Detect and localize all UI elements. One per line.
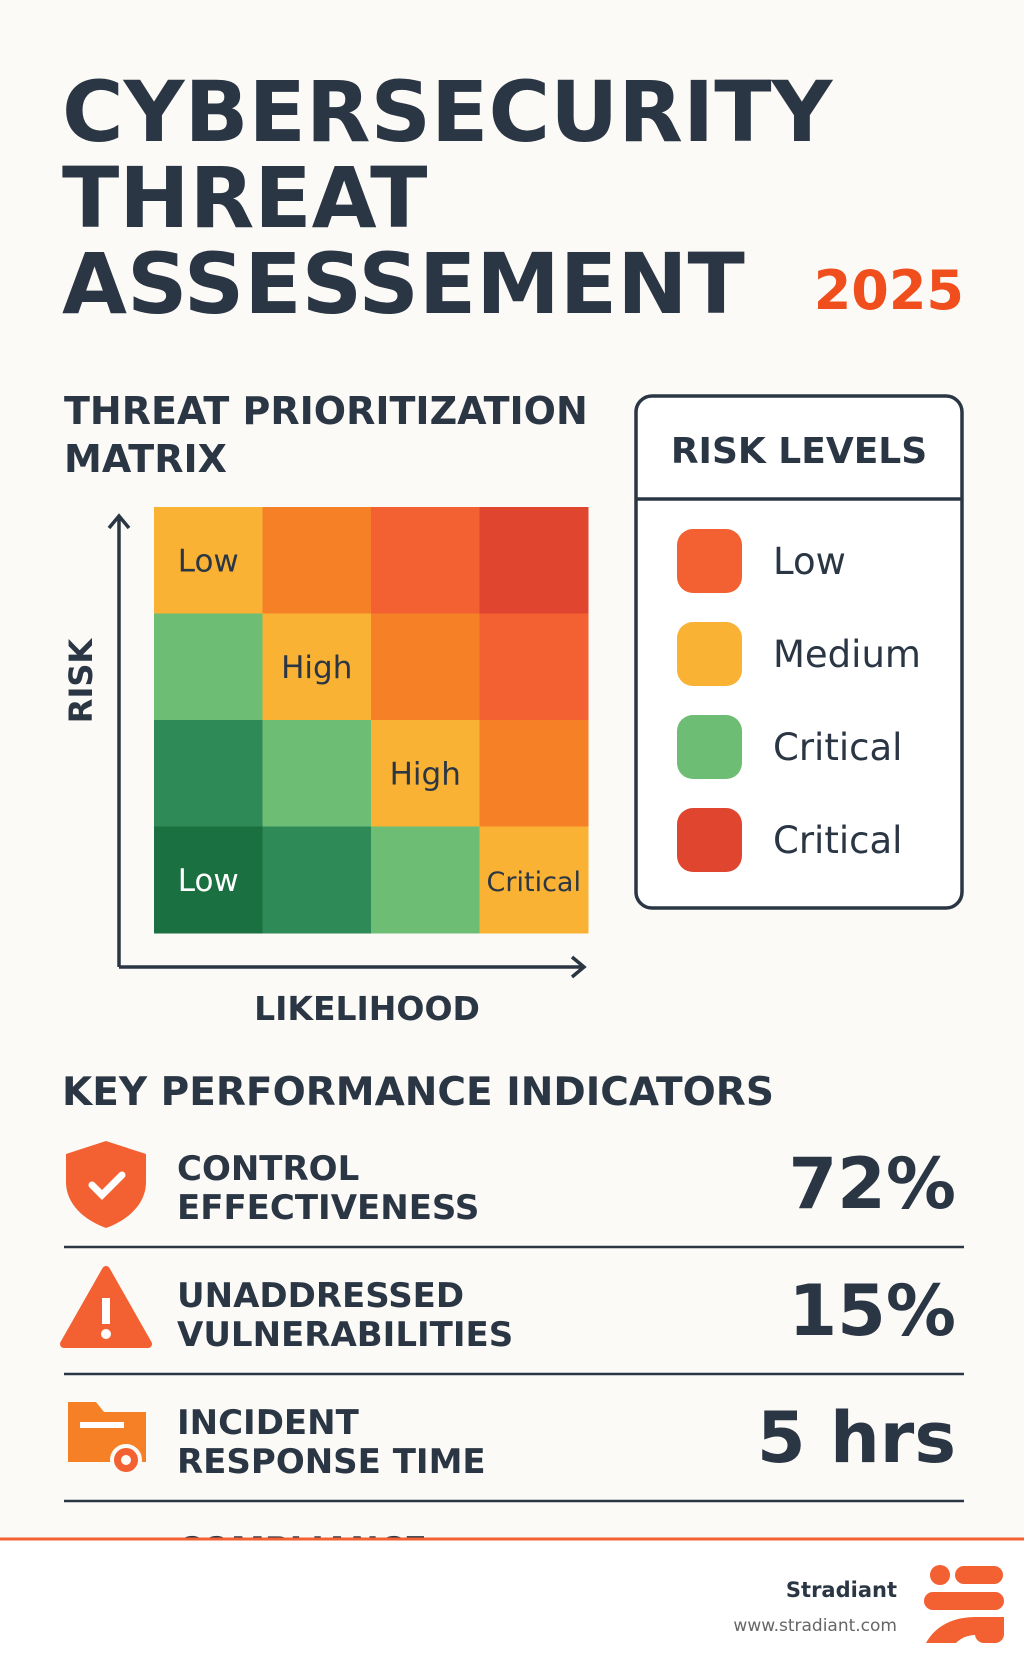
matrix-cell [371,613,480,721]
legend-label: Low [773,540,846,583]
footer [0,1539,1024,1666]
matrix-cell [371,826,480,934]
logo-bar [924,1592,1004,1610]
kpi-value: 72% [788,1143,956,1225]
legend-label: Critical [773,819,902,862]
logo-bar [975,1625,1004,1643]
cell-label: Low [178,863,239,899]
legend-label: Critical [773,726,902,769]
legend-swatch [677,529,742,593]
matrix-cell [479,613,589,721]
folder-line [80,1422,124,1428]
gear-hole [121,1455,131,1465]
y-axis-label: RISK [62,638,100,724]
legend-title: RISK LEVELS [671,431,927,472]
x-axis [119,955,587,979]
brand: Stradiant [786,1578,897,1602]
matrix-cell [154,613,263,721]
cell-label: Critical [487,867,581,898]
kpi-icons [60,1141,152,1476]
matrix-title: MATRIX [64,437,227,481]
matrix-cell [262,826,372,934]
kpi-value: 15% [788,1270,956,1352]
legend-swatch [677,808,742,872]
matrix-cell [479,507,589,614]
matrix-cell [154,507,263,614]
matrix-axes [107,513,587,979]
check [88,1171,126,1200]
logo-dot [930,1565,950,1585]
matrix-cell [479,826,589,934]
title-line: CYBERSECURITY [62,63,834,161]
url: www.stradiant.com [733,1616,897,1636]
cell-label: Low [178,543,239,579]
matrix-title: THREAT PRIORITIZATION [64,389,588,433]
shield-icon [66,1141,146,1228]
matrix-cell [479,720,589,827]
matrix-cell [154,826,263,934]
logo [924,1565,1004,1643]
matrix-cell [262,507,372,614]
kpi-label: CONTROL [177,1149,359,1189]
kpi-label: VULNERABILITIES [177,1315,513,1355]
kpi-dividers [64,1245,964,1503]
matrix-cell [262,720,372,827]
matrix-cell [262,613,372,721]
matrix-cell [371,720,480,827]
kpi-label: RESPONSE TIME [177,1442,486,1482]
kpi-title: KEY PERFORMANCE INDICATORS [62,1070,774,1115]
kpi-label: UNADDRESSED [177,1276,464,1316]
kpi-label: INCIDENT [177,1403,360,1443]
matrix-cell [371,507,480,614]
cell-label: High [281,650,352,686]
cell-label: High [390,756,461,792]
legend-swatch [677,715,742,779]
legend-box [634,394,964,910]
title-line: THREAT [62,149,427,247]
legend-swatch [677,622,742,686]
warning-bar [102,1298,110,1324]
warning-dot [101,1329,111,1339]
title-line: ASSESSEMENT [62,235,745,333]
logo-bar [955,1566,1003,1584]
year: 2025 [814,259,964,322]
logo-swoosh [926,1617,1004,1643]
matrix-cell [154,720,263,827]
x-axis-label: LIKELIHOOD [254,989,480,1028]
kpi-label: EFFECTIVENESS [177,1188,479,1228]
y-axis [107,513,131,967]
kpi-value: 5 hrs [757,1397,956,1479]
legend-label: Medium [773,633,921,676]
